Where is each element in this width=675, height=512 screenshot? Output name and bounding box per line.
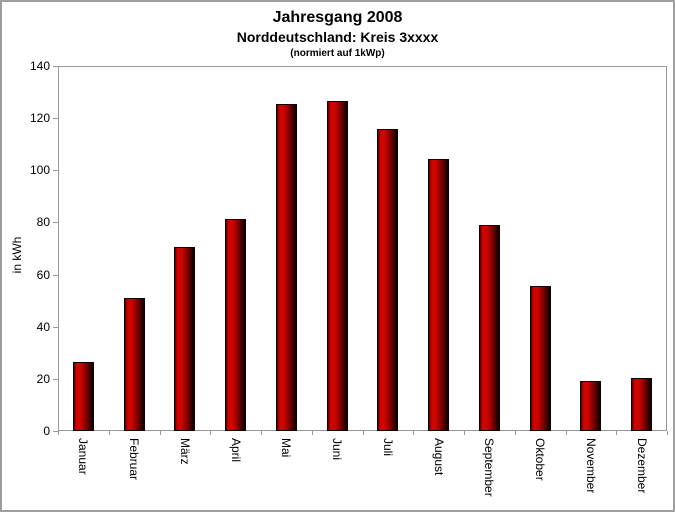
y-tick-label: 0 (43, 424, 50, 438)
bar-november (580, 381, 601, 431)
y-tick-label: 20 (36, 372, 50, 386)
bar-september (479, 225, 500, 431)
x-axis-label-februar: Februar (127, 438, 141, 481)
bar-märz (174, 247, 195, 431)
bar-dezember (631, 378, 652, 431)
x-tick-mark (58, 431, 59, 435)
x-axis-label-november: November (584, 438, 598, 494)
x-tick-mark (566, 431, 567, 435)
x-axis-label-januar: Januar (76, 438, 90, 475)
x-tick-mark (363, 431, 364, 435)
y-tick-label: 60 (36, 268, 50, 282)
y-tick-label: 120 (29, 111, 50, 125)
chart-title: Jahresgang 2008 (272, 9, 403, 26)
y-tick-label: 100 (29, 163, 50, 177)
x-tick-mark (312, 431, 313, 435)
x-axis-label-april: April (229, 438, 243, 463)
plot-area (58, 66, 667, 431)
y-tick-mark (53, 431, 58, 432)
y-tick-label: 140 (29, 59, 50, 73)
x-axis-label-mai: Mai (279, 438, 293, 458)
x-tick-mark (109, 431, 110, 435)
y-tick-mark (53, 275, 58, 276)
y-tick-mark (53, 327, 58, 328)
x-tick-mark (210, 431, 211, 435)
x-axis-label-märz: März (178, 438, 192, 465)
y-tick-mark (53, 66, 58, 67)
y-tick-mark (53, 170, 58, 171)
y-tick-mark (53, 379, 58, 380)
bar-april (225, 219, 246, 431)
y-tick-mark (53, 118, 58, 119)
x-axis-label-august: August (432, 438, 446, 476)
y-tick-label: 40 (36, 320, 50, 334)
x-axis-label-dezember: Dezember (635, 438, 649, 494)
y-tick-mark (53, 222, 58, 223)
bar-juli (377, 129, 398, 431)
bar-august (428, 159, 449, 431)
bar-mai (276, 104, 297, 431)
x-tick-mark (261, 431, 262, 435)
bar-oktober (530, 286, 551, 431)
x-tick-mark (515, 431, 516, 435)
x-axis-label-september: September (482, 438, 496, 497)
chart-annotation: (normiert auf 1kWp) (290, 48, 385, 59)
x-axis-label-oktober: Oktober (533, 438, 547, 481)
x-tick-mark (464, 431, 465, 435)
x-tick-mark (616, 431, 617, 435)
y-tick-label: 80 (36, 215, 50, 229)
bar-januar (73, 362, 94, 431)
chart-subtitle: Norddeutschland: Kreis 3xxxx (236, 29, 439, 45)
x-tick-mark (667, 431, 668, 435)
bar-februar (124, 298, 145, 431)
x-axis-label-juli: Juli (381, 438, 395, 457)
bar-juni (327, 101, 348, 431)
x-axis-label-juni: Juni (330, 438, 344, 461)
x-tick-mark (413, 431, 414, 435)
x-tick-mark (160, 431, 161, 435)
